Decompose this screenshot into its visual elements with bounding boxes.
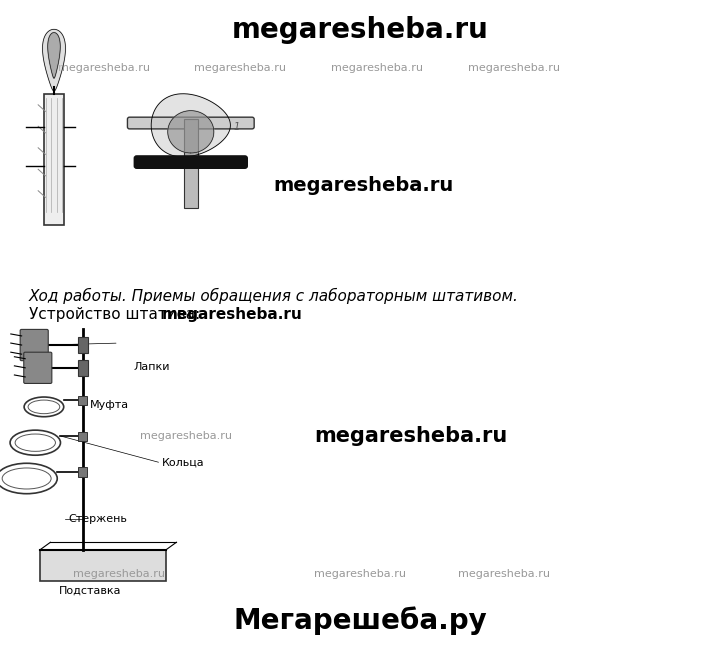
Text: Стержень: Стержень — [68, 514, 127, 525]
Text: megaresheba.ru: megaresheba.ru — [58, 63, 150, 74]
Bar — [44, 94, 64, 225]
Text: megaresheba.ru: megaresheba.ru — [314, 426, 507, 446]
FancyBboxPatch shape — [24, 352, 52, 383]
Text: 1: 1 — [234, 122, 240, 132]
Text: megaresheba.ru: megaresheba.ru — [162, 307, 302, 322]
FancyBboxPatch shape — [20, 329, 48, 361]
FancyBboxPatch shape — [127, 117, 254, 129]
Text: megaresheba.ru: megaresheba.ru — [314, 569, 406, 579]
Text: megaresheba.ru: megaresheba.ru — [140, 431, 233, 441]
Text: megaresheba.ru: megaresheba.ru — [194, 63, 287, 74]
Text: Лапки: Лапки — [133, 361, 170, 372]
Bar — [78, 467, 87, 477]
Text: megaresheba.ru: megaresheba.ru — [274, 176, 454, 195]
Polygon shape — [168, 111, 214, 153]
Text: Кольца: Кольца — [162, 457, 204, 467]
Text: Муфта: Муфта — [90, 400, 129, 410]
Bar — [78, 360, 88, 376]
Polygon shape — [42, 29, 66, 91]
FancyBboxPatch shape — [40, 550, 166, 581]
Bar — [78, 396, 87, 405]
Bar — [78, 432, 87, 441]
Text: Мегарешеба.ру: Мегарешеба.ру — [233, 606, 487, 635]
Polygon shape — [151, 94, 230, 157]
FancyBboxPatch shape — [184, 166, 198, 208]
Text: Подставка: Подставка — [59, 586, 121, 596]
FancyBboxPatch shape — [184, 119, 198, 166]
Text: megaresheba.ru: megaresheba.ru — [73, 569, 165, 579]
Text: Ход работы. Приемы обращения с лабораторным штативом.: Ход работы. Приемы обращения с лаборатор… — [29, 288, 518, 304]
FancyBboxPatch shape — [135, 156, 247, 168]
Text: megaresheba.ru: megaresheba.ru — [458, 569, 550, 579]
Text: megaresheba.ru: megaresheba.ru — [468, 63, 560, 74]
Bar — [78, 337, 88, 353]
Text: megaresheba.ru: megaresheba.ru — [331, 63, 423, 74]
Text: Устройство штатива:: Устройство штатива: — [29, 307, 210, 322]
Text: megaresheba.ru: megaresheba.ru — [232, 16, 488, 44]
Polygon shape — [48, 33, 60, 78]
